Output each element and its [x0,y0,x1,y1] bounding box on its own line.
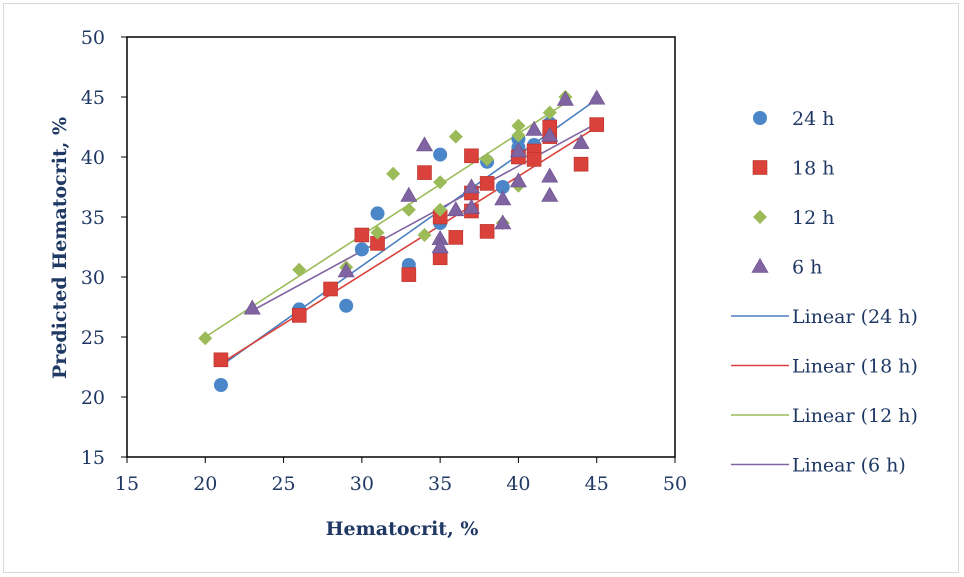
data-point [479,176,495,191]
data-point [509,172,527,188]
legend-label: 12 h [792,207,834,229]
data-point [213,352,229,368]
y-tick-label: 15 [81,447,105,469]
data-point [401,202,416,217]
data-point [494,214,512,230]
data-point [525,120,543,136]
y-tick-label: 30 [81,267,105,289]
data-point [464,148,479,164]
data-point [511,128,526,143]
data-point [448,230,464,245]
data-point [337,262,355,278]
data-point [386,166,401,181]
y-axis-title: Predicted Hematocrit, % [49,117,71,379]
data-point [448,129,463,144]
legend-marker [752,160,768,175]
data-point [541,167,559,183]
x-tick-label: 15 [115,473,139,495]
data-point [588,89,606,105]
legend-label: Linear (18 h) [792,356,918,378]
legend-label: Linear (12 h) [792,405,918,427]
x-tick-label: 40 [506,473,530,495]
data-point [433,147,448,162]
data-point [542,105,557,120]
data-point [573,156,589,172]
data-point [462,178,480,194]
y-tick-label: 35 [81,207,105,229]
data-point [589,117,605,132]
data-point [415,136,434,152]
data-point [417,165,432,180]
data-point [479,224,495,239]
trendline [204,102,566,338]
data-point [243,299,261,315]
x-tick-label: 50 [663,473,687,495]
data-point [572,133,590,149]
data-point [401,267,417,282]
data-point [433,202,448,217]
data-point [400,186,418,202]
data-point [354,242,369,257]
data-point [556,90,574,106]
legend-label: Linear (24 h) [792,306,918,328]
data-point [495,180,510,194]
data-point [417,228,432,242]
data-point [509,142,527,158]
y-tick-label: 50 [81,27,105,49]
legend-label: 6 h [792,257,822,279]
x-tick-label: 25 [271,473,295,495]
x-tick-label: 20 [193,473,217,495]
data-point [213,378,228,392]
data-point [323,281,338,297]
data-point [433,175,448,190]
legend-marker [751,257,769,273]
data-point [447,201,465,217]
axes: 15 20 25 30 35 40 45 50 15 20 25 30 35 40 45 50 [81,27,687,495]
data-point [431,238,449,254]
legend-label: 18 h [792,158,834,180]
data-point [480,152,495,167]
legend-marker [753,111,767,125]
legend: 24 h 18 h 12 h 6 h Linear (24 h) Linear (18 h… [731,108,918,477]
legend-label: 24 h [792,108,834,130]
y-tick-label: 20 [81,387,105,409]
legend-label: Linear (6 h) [792,455,906,477]
data-point [526,152,542,167]
data-point [370,206,385,221]
x-axis-title: Hematocrit, % [326,518,479,540]
data-point [541,126,559,142]
data-point [541,186,559,202]
data-point [354,227,370,243]
legend-marker [753,210,767,224]
x-tick-label: 45 [585,473,609,495]
data-point [198,331,213,346]
data-points [198,89,606,392]
x-tick-label: 35 [428,473,452,495]
data-point [462,198,480,214]
data-point [511,118,526,133]
y-tick-label: 25 [81,327,105,349]
data-point [494,190,512,206]
data-point [370,225,385,240]
y-tick-label: 45 [81,87,105,109]
data-point [292,262,307,277]
data-point [291,308,307,323]
data-point [339,298,354,313]
x-tick-label: 30 [350,473,374,495]
y-tick-label: 40 [81,147,105,169]
